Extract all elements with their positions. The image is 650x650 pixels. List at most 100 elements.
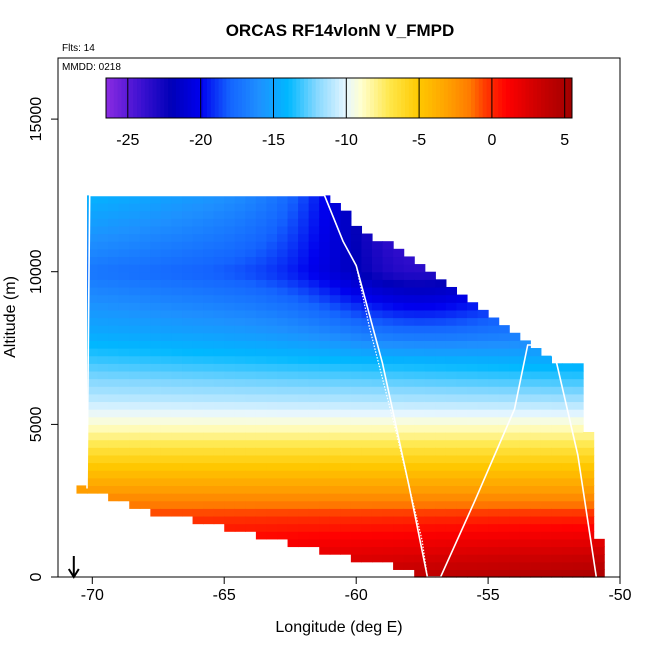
heatmap-cell [255, 317, 268, 326]
colorbar-swatch [490, 78, 495, 118]
heatmap-cell [298, 431, 310, 441]
heatmap-cell [382, 309, 394, 319]
colorbar-swatch [249, 78, 255, 118]
heatmap-cell [266, 523, 278, 532]
heatmap-cell [308, 409, 320, 418]
heatmap-cell [224, 431, 236, 441]
heatmap-cell [182, 256, 194, 265]
heatmap-cell [308, 302, 320, 311]
heatmap-cell [308, 248, 320, 258]
heatmap-cell [118, 393, 130, 403]
heatmap-cell [519, 500, 531, 509]
heatmap-cell [488, 317, 500, 326]
heatmap-cell [435, 531, 447, 540]
heatmap-cell [182, 355, 194, 364]
heatmap-cell [108, 294, 120, 303]
heatmap-cell [245, 523, 257, 532]
heatmap-cell [393, 286, 405, 296]
heatmap-cell [182, 493, 194, 502]
heatmap-cell [171, 386, 183, 395]
heatmap-cell [308, 401, 320, 410]
heatmap-cell [498, 332, 510, 341]
heatmap-cell [414, 386, 426, 395]
heatmap-cell [466, 393, 479, 403]
heatmap-cell [171, 348, 183, 357]
heatmap-cell [308, 225, 320, 235]
heatmap-cell [424, 447, 436, 456]
heatmap-cell [298, 248, 310, 258]
heatmap-cell [160, 447, 173, 456]
heatmap-cell [150, 355, 162, 364]
heatmap-cell [456, 439, 468, 448]
heatmap-cell [414, 309, 426, 319]
heatmap-cell [150, 363, 162, 372]
heatmap-cell [509, 485, 521, 494]
heatmap-cell [213, 370, 225, 380]
heatmap-cell [308, 378, 320, 387]
heatmap-cell [361, 454, 373, 464]
heatmap-cell [87, 477, 99, 487]
x-tick-label: -65 [213, 587, 236, 604]
heatmap-cell [361, 401, 373, 410]
colorbar-tick-label: 0 [487, 132, 496, 149]
heatmap-cell [540, 508, 552, 517]
heatmap-cell [245, 401, 257, 410]
heatmap-cell [530, 531, 542, 540]
heatmap-cell [266, 218, 278, 227]
heatmap-cell [456, 325, 468, 334]
heatmap-cell [319, 332, 331, 341]
heatmap-cell [393, 493, 405, 502]
heatmap-cell [160, 279, 173, 288]
heatmap-cell [477, 523, 489, 532]
heatmap-cell [308, 286, 320, 296]
heatmap-cell [255, 401, 268, 410]
heatmap-cell [139, 485, 151, 494]
heatmap-cell [340, 248, 352, 258]
heatmap-cell [129, 355, 141, 364]
heatmap-cell [414, 462, 426, 471]
heatmap-cell [192, 424, 204, 433]
heatmap-cell [277, 462, 289, 471]
heatmap-cell [255, 447, 268, 456]
heatmap-cell [424, 431, 436, 441]
heatmap-cell [551, 500, 563, 509]
heatmap-cell [234, 233, 246, 242]
heatmap-cell [298, 393, 310, 403]
heatmap-cell [287, 195, 299, 204]
heatmap-cell [255, 225, 268, 235]
heatmap-cell [371, 409, 384, 418]
heatmap-cell [150, 248, 162, 258]
heatmap-cell [329, 393, 341, 403]
heatmap-cell [340, 531, 352, 540]
heatmap-cell [561, 424, 574, 433]
heatmap-cell [287, 340, 299, 349]
colorbar-swatch [436, 78, 441, 118]
heatmap-cell [393, 256, 405, 265]
heatmap-cell [488, 431, 500, 441]
heatmap-cell [371, 370, 384, 380]
heatmap-cell [435, 401, 447, 410]
heatmap-cell [350, 325, 363, 334]
heatmap-cell [277, 424, 289, 433]
heatmap-cell [561, 370, 574, 380]
heatmap-cell [329, 470, 341, 479]
heatmap-cell [477, 363, 489, 372]
heatmap-cell [403, 363, 415, 372]
heatmap-cell [308, 508, 320, 517]
heatmap-cell [139, 218, 151, 227]
heatmap-cell [477, 439, 489, 448]
heatmap-cell [150, 370, 162, 380]
heatmap-cell [371, 302, 384, 311]
heatmap-cell [319, 508, 331, 517]
heatmap-cell [456, 569, 468, 578]
heatmap-cell [266, 439, 278, 448]
heatmap-cell [456, 370, 468, 380]
heatmap-cell [498, 485, 510, 494]
heatmap-cell [245, 485, 257, 494]
heatmap-cell [245, 302, 257, 311]
heatmap-cell [329, 431, 341, 441]
heatmap-cell [287, 233, 299, 242]
heatmap-cell [171, 409, 183, 418]
heatmap-cell [308, 477, 320, 487]
